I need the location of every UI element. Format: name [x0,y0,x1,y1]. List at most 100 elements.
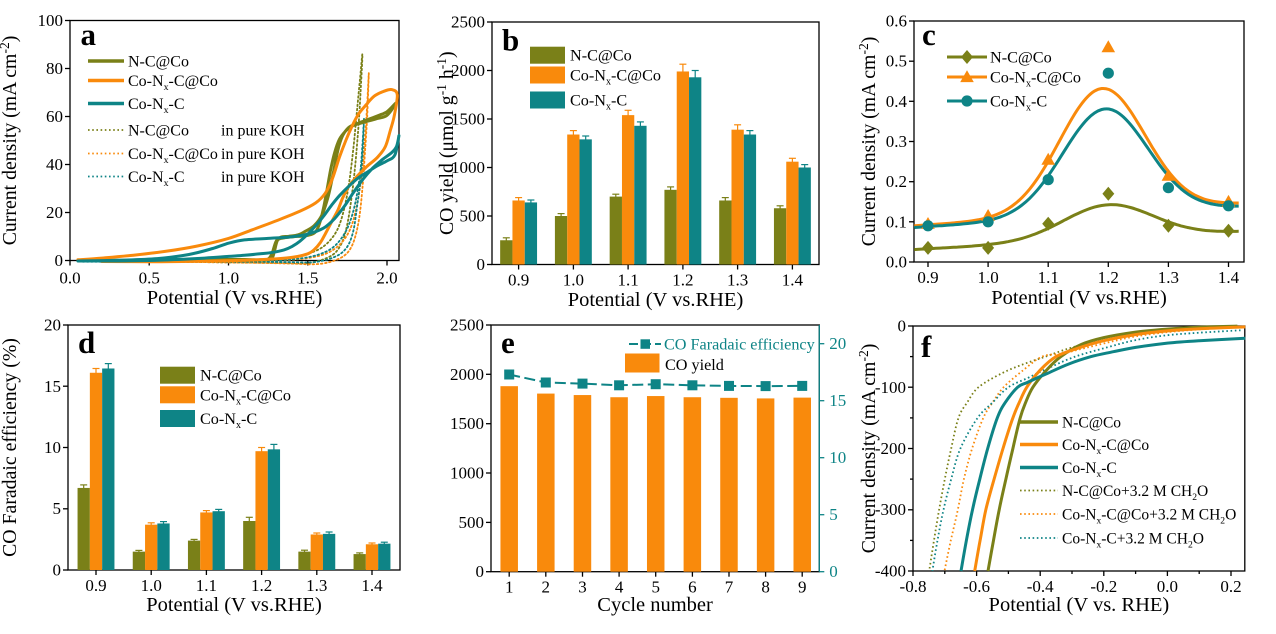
svg-text:1: 1 [505,578,514,597]
svg-text:N-C@Co: N-C@Co [200,367,262,385]
svg-text:Co-Nx​-C@Co: Co-Nx​-C@Co [990,69,1081,90]
svg-text:1.4: 1.4 [782,271,804,290]
svg-text:0.9: 0.9 [85,576,106,595]
svg-text:1.4: 1.4 [361,576,383,595]
svg-text:7: 7 [725,578,734,597]
svg-text:Potential (V vs.RHE): Potential (V vs.RHE) [991,287,1167,309]
svg-text:Co-Nx​-C@Co: Co-Nx​-C@Co [1062,437,1149,457]
svg-text:1500: 1500 [450,414,484,433]
svg-text:Co-Nx​-C@Co: Co-Nx​-C@Co [570,67,661,88]
svg-text:1.3: 1.3 [1158,268,1179,287]
svg-text:0: 0 [477,255,486,274]
svg-text:1.0: 1.0 [141,576,162,595]
svg-text:1.3: 1.3 [727,271,748,290]
svg-text:2: 2 [542,578,551,597]
svg-text:in pure KOH: in pure KOH [221,123,305,140]
svg-text:80: 80 [46,59,63,78]
svg-text:N-C@Co: N-C@Co [128,54,189,71]
svg-text:CO yield: CO yield [665,356,724,374]
svg-text:f: f [921,329,932,364]
svg-text:Co-Nx​-C: Co-Nx​-C [128,96,185,116]
svg-text:20: 20 [44,316,61,335]
svg-text:500: 500 [460,207,486,226]
svg-text:Co-Nx​-C: Co-Nx​-C [1062,460,1117,480]
svg-text:10: 10 [44,438,61,457]
svg-text:Potential (V vs. RHE): Potential (V vs. RHE) [989,594,1170,616]
svg-text:Co-Nx​-C: Co-Nx​-C [990,93,1047,114]
svg-text:in pure KOH: in pure KOH [221,146,305,163]
svg-text:N-C@Co+3.2 M CH2​O: N-C@Co+3.2 M CH2​O [1062,483,1208,503]
svg-text:2.0: 2.0 [376,269,397,288]
svg-text:1.3: 1.3 [306,576,327,595]
svg-text:c: c [922,17,936,52]
svg-text:-400: -400 [875,562,906,581]
svg-text:-0.2: -0.2 [1090,577,1117,596]
svg-text:20: 20 [829,334,846,353]
svg-text:5: 5 [829,505,838,524]
svg-text:N-C@Co: N-C@Co [570,47,632,65]
svg-text:CO yield (μmol g-1​ h-1​): CO yield (μmol g-1​ h-1​) [434,51,458,235]
svg-text:e: e [501,325,515,360]
svg-text:Co-Nx​-C@Co+3.2 M CH2​O: Co-Nx​-C@Co+3.2 M CH2​O [1062,507,1236,527]
svg-text:0: 0 [898,317,907,336]
svg-text:0.5: 0.5 [886,52,907,71]
svg-text:3: 3 [578,578,587,597]
svg-text:Co-Nx​-C+3.2 M CH2​O: Co-Nx​-C+3.2 M CH2​O [1062,531,1204,551]
svg-text:0.6: 0.6 [886,12,907,31]
svg-text:0: 0 [476,562,485,581]
svg-text:0.0: 0.0 [59,269,80,288]
svg-text:9: 9 [798,578,807,597]
svg-text:10: 10 [829,448,846,467]
svg-text:1.4: 1.4 [1218,268,1240,287]
svg-text:500: 500 [459,513,485,532]
svg-text:Co-Nx​-C: Co-Nx​-C [570,92,627,113]
svg-text:Potential (V vs.RHE): Potential (V vs.RHE) [568,289,744,311]
svg-text:2000: 2000 [451,61,485,80]
svg-text:-100: -100 [875,378,906,397]
svg-text:0: 0 [55,251,64,270]
svg-text:8: 8 [761,578,770,597]
svg-text:-0.4: -0.4 [1027,577,1054,596]
svg-text:2500: 2500 [451,13,485,32]
svg-text:0.4: 0.4 [886,92,908,111]
svg-text:-0.8: -0.8 [900,577,927,596]
svg-text:0.0: 0.0 [1157,577,1178,596]
svg-text:15: 15 [44,377,61,396]
svg-text:Co-Nx​-C: Co-Nx​-C [128,169,185,189]
svg-text:0.0: 0.0 [886,253,907,272]
svg-text:100: 100 [38,11,64,30]
svg-text:b: b [502,23,519,58]
svg-text:1000: 1000 [451,158,485,177]
svg-text:a: a [81,17,97,52]
svg-text:4: 4 [615,578,624,597]
svg-text:Co-Nx​-C@Co: Co-Nx​-C@Co [128,146,218,166]
svg-text:N-C@Co: N-C@Co [990,49,1052,67]
svg-text:0.9: 0.9 [917,268,938,287]
svg-text:-300: -300 [875,500,906,519]
svg-text:1500: 1500 [451,110,485,129]
svg-text:Co-Nx​-C@Co: Co-Nx​-C@Co [128,73,218,93]
svg-text:5: 5 [651,578,660,597]
svg-text:6: 6 [688,578,697,597]
svg-text:CO Faradaic efficiency (%): CO Faradaic efficiency (%) [0,338,21,557]
svg-text:Potential (V vs.RHE): Potential (V vs.RHE) [147,287,323,309]
svg-text:N-C@Co: N-C@Co [128,123,189,140]
svg-text:0: 0 [829,562,838,581]
svg-text:-200: -200 [875,439,906,458]
svg-text:20: 20 [46,203,63,222]
svg-text:0.1: 0.1 [886,212,907,231]
svg-text:1.2: 1.2 [1098,268,1119,287]
svg-text:0: 0 [53,561,62,580]
svg-text:1.2: 1.2 [251,576,272,595]
svg-text:Current density (mA cm-2​): Current density (mA cm-2​) [856,37,880,247]
svg-text:in pure KOH: in pure KOH [221,169,305,186]
svg-text:5: 5 [53,499,62,518]
svg-text:Co-Nx​-C@Co: Co-Nx​-C@Co [200,386,291,407]
svg-text:Current density (mA cm-2​): Current density (mA cm-2​) [0,36,21,246]
svg-text:0.5: 0.5 [139,269,160,288]
svg-text:1.5: 1.5 [297,269,318,288]
svg-text:60: 60 [46,107,63,126]
svg-text:1.1: 1.1 [617,271,638,290]
svg-text:1.1: 1.1 [196,576,217,595]
svg-text:1.1: 1.1 [1038,268,1059,287]
